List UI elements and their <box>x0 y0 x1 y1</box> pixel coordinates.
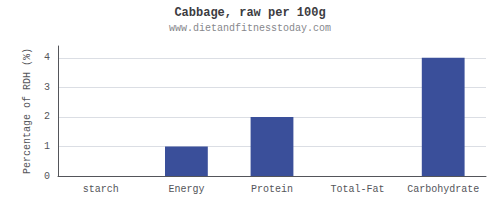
svg-text:1: 1 <box>44 141 50 152</box>
svg-text:starch: starch <box>83 184 119 195</box>
svg-text:Total-Fat: Total-Fat <box>331 184 385 195</box>
svg-text:4: 4 <box>44 52 50 63</box>
svg-text:2: 2 <box>44 111 50 122</box>
svg-text:Carbohydrate: Carbohydrate <box>407 184 479 195</box>
svg-text:Energy: Energy <box>168 184 204 195</box>
svg-text:3: 3 <box>44 82 50 93</box>
svg-text:0: 0 <box>44 171 50 182</box>
svg-text:www.dietandfitnesstoday.com: www.dietandfitnesstoday.com <box>169 23 331 34</box>
svg-text:Cabbage, raw per 100g: Cabbage, raw per 100g <box>174 6 325 20</box>
svg-text:Protein: Protein <box>251 184 293 195</box>
svg-text:Percentage of RDH (%): Percentage of RDH (%) <box>22 48 33 174</box>
